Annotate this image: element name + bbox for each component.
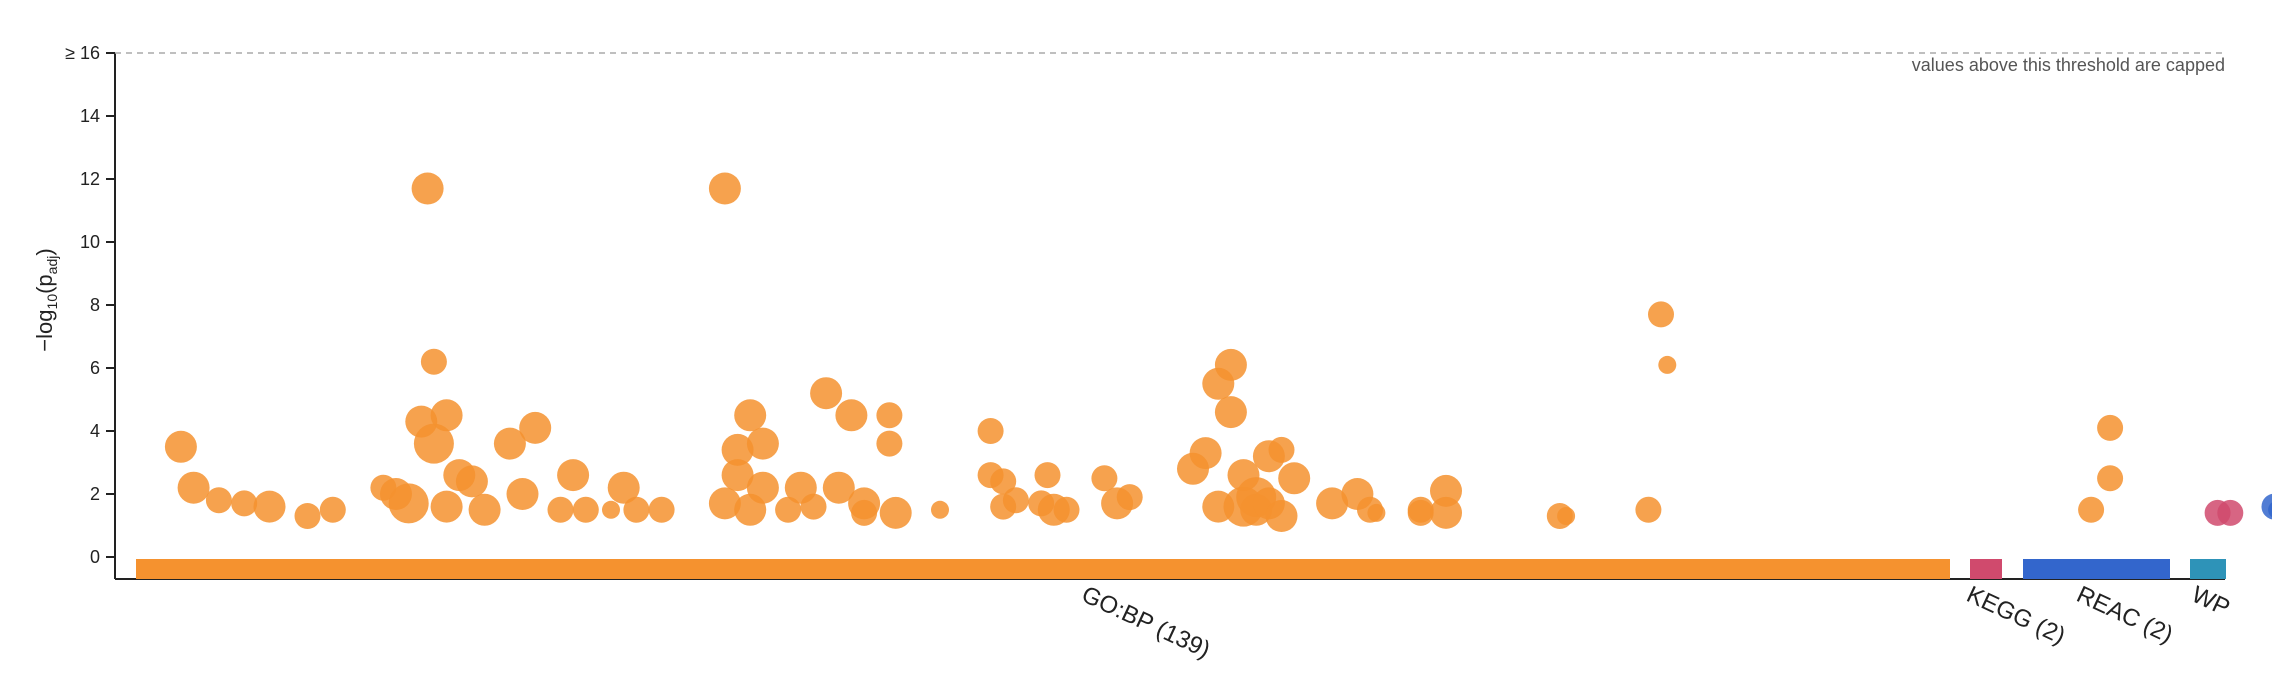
data-point[interactable]: [1648, 301, 1674, 328]
data-point[interactable]: [1053, 496, 1080, 523]
y-tick-label: 6: [90, 358, 100, 378]
data-point[interactable]: [800, 493, 827, 520]
source-label: WP: [2187, 581, 2233, 622]
data-point[interactable]: [775, 496, 802, 523]
source-label: KEGG (2): [1962, 581, 2069, 650]
source-bar: [2023, 559, 2170, 579]
data-point[interactable]: [708, 172, 741, 205]
data-point[interactable]: [177, 471, 210, 504]
source-bar: [2190, 559, 2226, 579]
source-bar: [136, 559, 1950, 579]
data-point[interactable]: [468, 493, 501, 526]
y-axis-title-sub2: adj: [44, 256, 60, 275]
data-point[interactable]: [1189, 437, 1222, 470]
data-point[interactable]: [1116, 484, 1143, 511]
data-point[interactable]: [822, 471, 855, 504]
data-point[interactable]: [607, 471, 640, 504]
data-point[interactable]: [746, 427, 779, 460]
data-point[interactable]: [164, 430, 197, 463]
data-point[interactable]: [547, 496, 574, 523]
threshold-note: values above this threshold are capped: [1912, 55, 2225, 75]
data-point[interactable]: [1278, 462, 1311, 495]
data-point[interactable]: [253, 490, 286, 523]
data-point[interactable]: [835, 399, 868, 432]
data-point[interactable]: [430, 490, 463, 523]
y-tick-label: 14: [80, 106, 100, 126]
source-label: GO:BP (139): [1077, 581, 1214, 664]
y-tick-label: 10: [80, 232, 100, 252]
data-point[interactable]: [876, 430, 903, 457]
y-axis-title-mid: (p: [32, 274, 57, 294]
data-point[interactable]: [721, 433, 754, 466]
data-point[interactable]: [2217, 499, 2244, 526]
y-axis-title-base: −log: [32, 309, 57, 351]
threshold-line-group: values above this threshold are capped: [115, 52, 2225, 75]
data-point[interactable]: [388, 483, 429, 524]
data-point[interactable]: [294, 503, 321, 529]
y-axis-title: −log10(padj): [32, 248, 60, 351]
data-point[interactable]: [1430, 474, 1462, 507]
source-bars: [136, 559, 2226, 579]
data-point[interactable]: [519, 411, 552, 444]
data-point[interactable]: [319, 496, 346, 523]
data-point[interactable]: [1268, 436, 1295, 463]
data-point[interactable]: [1265, 500, 1298, 532]
y-tick-label: 0: [90, 547, 100, 567]
data-point[interactable]: [2097, 414, 2124, 441]
data-point[interactable]: [1214, 396, 1247, 429]
data-point[interactable]: [1214, 348, 1247, 381]
data-point[interactable]: [648, 496, 675, 523]
y-tick-label: 12: [80, 169, 100, 189]
y-axis-title-end: ): [32, 248, 57, 255]
data-point[interactable]: [623, 496, 650, 523]
y-tick-label: ≥ 16: [65, 43, 100, 63]
data-point[interactable]: [1367, 503, 1386, 522]
y-axis-title-sub1: 10: [44, 294, 60, 310]
data-point[interactable]: [2097, 465, 2124, 492]
source-label: REAC (2): [2072, 581, 2176, 649]
data-point[interactable]: [708, 487, 741, 520]
data-point[interactable]: [734, 399, 767, 432]
data-point[interactable]: [231, 490, 258, 517]
data-point[interactable]: [851, 499, 878, 526]
data-point[interactable]: [411, 172, 444, 205]
data-point[interactable]: [2078, 496, 2105, 523]
data-point[interactable]: [746, 471, 779, 504]
data-point[interactable]: [1557, 507, 1576, 525]
data-point[interactable]: [721, 459, 754, 492]
y-tick-label: 8: [90, 295, 100, 315]
data-point[interactable]: [430, 399, 463, 432]
data-point[interactable]: [557, 459, 590, 492]
data-point[interactable]: [1316, 487, 1349, 520]
y-tick-label: 4: [90, 421, 100, 441]
data-point[interactable]: [420, 348, 447, 375]
data-point[interactable]: [931, 500, 949, 519]
data-point[interactable]: [1002, 487, 1029, 514]
data-point[interactable]: [2268, 501, 2272, 519]
data-point[interactable]: [977, 418, 1004, 444]
data-point[interactable]: [1034, 462, 1061, 489]
data-point[interactable]: [205, 487, 232, 514]
data-point[interactable]: [1430, 496, 1462, 529]
y-tick-label: 2: [90, 484, 100, 504]
data-point[interactable]: [455, 465, 488, 498]
data-point[interactable]: [1407, 499, 1434, 526]
data-point[interactable]: [493, 427, 526, 460]
data-point[interactable]: [879, 496, 912, 529]
data-point[interactable]: [810, 377, 843, 410]
data-point[interactable]: [876, 402, 903, 429]
data-point[interactable]: [602, 500, 620, 519]
data-point[interactable]: [413, 423, 454, 464]
source-bar: [1970, 559, 2002, 579]
data-point[interactable]: [506, 478, 539, 510]
data-point[interactable]: [1658, 355, 1677, 374]
data-point[interactable]: [1635, 496, 1662, 523]
source-labels: GO:BP (139) KEGG (2) REAC (2) WP: [1077, 581, 2233, 664]
data-point[interactable]: [990, 468, 1017, 495]
data-points: [164, 172, 2272, 532]
data-point[interactable]: [572, 496, 599, 523]
data-point[interactable]: [1091, 465, 1118, 492]
